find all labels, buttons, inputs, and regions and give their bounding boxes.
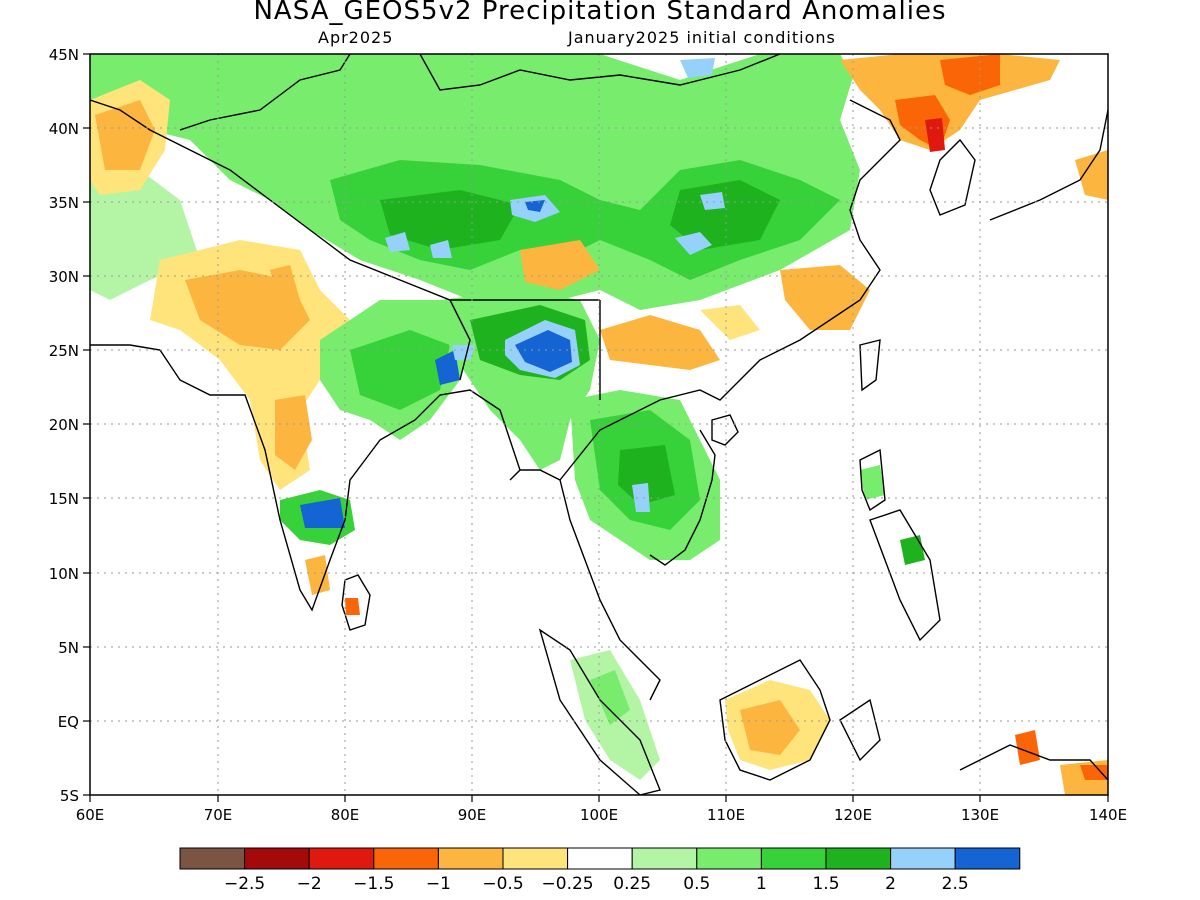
colorbar-swatch <box>179 847 246 870</box>
lat-label: 20N <box>49 416 79 434</box>
colorbar: −2.5 −2 −1.5 −1 −0.5 −0.25 0.25 0.5 1 1.5 2 2.5 <box>179 847 1021 894</box>
colorbar-label: −0.5 <box>482 874 523 894</box>
initial-conditions: January2025 initial conditions <box>568 28 836 47</box>
lon-label: 110E <box>707 806 745 824</box>
colorbar-label: −1.5 <box>353 874 394 894</box>
lat-label: 45N <box>49 46 79 64</box>
colorbar-swatch <box>760 847 827 870</box>
lon-label: 120E <box>834 806 872 824</box>
colorbar-label: 1 <box>756 874 767 894</box>
colorbar-label: 2 <box>885 874 896 894</box>
colorbar-swatch <box>308 847 375 870</box>
lon-label: 70E <box>204 806 233 824</box>
colorbar-swatch <box>437 847 504 870</box>
colorbar-label: 0.25 <box>613 874 651 894</box>
colorbar-label: −2.5 <box>224 874 265 894</box>
lat-label: 5S <box>60 787 79 805</box>
colorbar-swatch <box>373 847 439 870</box>
colorbar-swatch <box>954 847 1021 870</box>
lon-label: 80E <box>331 806 360 824</box>
colorbar-swatch <box>502 847 569 870</box>
lat-label: 5N <box>58 639 79 657</box>
colorbar-label: 1.5 <box>812 874 839 894</box>
lat-label: 35N <box>49 194 79 212</box>
colorbar-swatch <box>890 847 956 870</box>
lon-label: 60E <box>76 806 105 824</box>
colorbar-label: 2.5 <box>942 874 969 894</box>
lat-label: EQ <box>58 713 79 731</box>
axis-ticks <box>83 53 1109 802</box>
colorbar-swatch <box>696 847 762 870</box>
lon-label: 90E <box>458 806 487 824</box>
colorbar-swatch <box>567 847 633 870</box>
gridlines <box>90 54 1108 795</box>
colorbar-swatch <box>825 847 892 870</box>
latitude-labels: 45N 40N 35N 30N 25N 20N 15N 10N 5N EQ 5S <box>49 46 79 805</box>
lat-label: 10N <box>49 565 79 583</box>
lat-label: 15N <box>49 490 79 508</box>
lon-label: 140E <box>1089 806 1127 824</box>
colorbar-swatch <box>631 847 698 870</box>
lat-label: 30N <box>49 268 79 286</box>
lon-label: 130E <box>961 806 999 824</box>
lon-label: 100E <box>580 806 618 824</box>
map-title: NASA_GEOS5v2 Precipitation Standard Anom… <box>253 0 947 26</box>
lat-label: 40N <box>49 120 79 138</box>
longitude-labels: 60E 70E 80E 90E 100E 110E 120E 130E 140E <box>76 806 1127 824</box>
anomaly-field <box>90 54 1108 795</box>
forecast-month: Apr2025 <box>318 28 394 47</box>
colorbar-label: 0.5 <box>683 874 710 894</box>
colorbar-swatch <box>244 847 310 870</box>
colorbar-label: −1 <box>426 874 451 894</box>
colorbar-label: −2 <box>297 874 322 894</box>
lat-label: 25N <box>49 342 79 360</box>
colorbar-label: −0.25 <box>542 874 594 894</box>
coastlines <box>90 54 1108 795</box>
